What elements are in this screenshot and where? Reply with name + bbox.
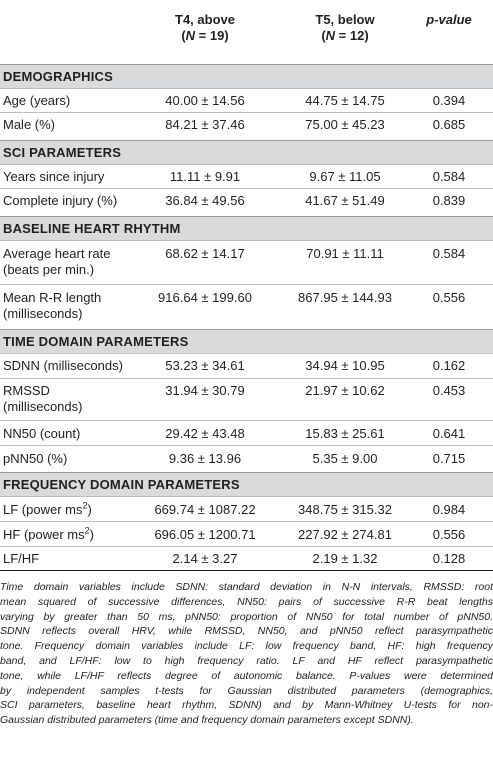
section-demographics: DEMOGRAPHICS: [0, 64, 493, 88]
footnote-line: mean squared of successive differences, …: [0, 595, 493, 608]
col-header-t5: T5, below (N = 12): [285, 12, 405, 44]
footnote-line: tone. Frequency domain variables include…: [0, 640, 493, 653]
footnote-line: band, and LF/HF: low to high frequency r…: [0, 654, 493, 667]
table-row: HF (power ms2) 696.05 ± 1200.71 227.92 ±…: [0, 521, 493, 546]
table-row: Complete injury (%) 36.84 ± 49.56 41.67 …: [0, 188, 493, 214]
col-header-t4-line2: (N = 19): [181, 28, 229, 43]
table-row: Age (years) 40.00 ± 14.56 44.75 ± 14.75 …: [0, 88, 493, 112]
footnote-line: varying by greater than 50 ms, pNN50: pr…: [0, 610, 493, 623]
footnote-line: Gaussian distributed parameters (time an…: [0, 714, 414, 727]
col-header-t5-line2: (N = 12): [321, 28, 369, 43]
col-header-pvalue: p-value: [426, 12, 472, 27]
section-sci: SCI PARAMETERS: [0, 140, 493, 164]
table-row: NN50 (count) 29.42 ± 43.48 15.83 ± 25.61…: [0, 420, 493, 445]
table-row: RMSSD (milliseconds) 31.94 ± 30.79 21.97…: [0, 378, 493, 420]
footnote-line: Time domain variables include SDNN: stan…: [0, 581, 493, 593]
footnote-line: tone, while LF/HF reflects degree of aut…: [0, 669, 493, 682]
table-row: Mean R-R length (milliseconds) 916.64 ± …: [0, 284, 493, 329]
section-baseline: BASELINE HEART RHYTHM: [0, 216, 493, 240]
lf-label: LF (power ms2): [3, 500, 92, 517]
table-row: LF/HF 2.14 ± 3.27 2.19 ± 1.32 0.128: [0, 546, 493, 570]
col-header-t5-line1: T5, below: [315, 12, 375, 27]
section-frequency-domain: FREQUENCY DOMAIN PARAMETERS: [0, 472, 493, 496]
table-row: pNN50 (%) 9.36 ± 13.96 5.35 ± 9.00 0.715: [0, 445, 493, 471]
col-header-t4: T4, above (N = 19): [130, 12, 280, 44]
table-footnote: Time domain variables include SDNN: stan…: [0, 580, 493, 728]
table-row: Male (%) 84.21 ± 37.46 75.00 ± 45.23 0.6…: [0, 112, 493, 138]
table-row: Average heart rate (beats per min.) 68.6…: [0, 240, 493, 284]
table-row: Years since injury 11.11 ± 9.91 9.67 ± 1…: [0, 164, 493, 188]
hf-label: HF (power ms2): [3, 525, 94, 542]
footnote-line: by independent samples t-tests for Gauss…: [0, 684, 493, 697]
table-row: LF (power ms2) 669.74 ± 1087.22 348.75 ±…: [0, 496, 493, 521]
section-time-domain: TIME DOMAIN PARAMETERS: [0, 329, 493, 353]
col-header-t4-line1: T4, above: [175, 12, 235, 27]
table-bottom-rule: [0, 570, 493, 571]
table-header: T4, above (N = 19) T5, below (N = 12) p-…: [0, 0, 493, 53]
footnote-line: SDNN reflects overall HRV, while RMSSD, …: [0, 625, 493, 638]
footnote-line: SCI parameters, baseline heart rhythm, S…: [0, 699, 493, 712]
table-row: SDNN (milliseconds) 53.23 ± 34.61 34.94 …: [0, 353, 493, 378]
